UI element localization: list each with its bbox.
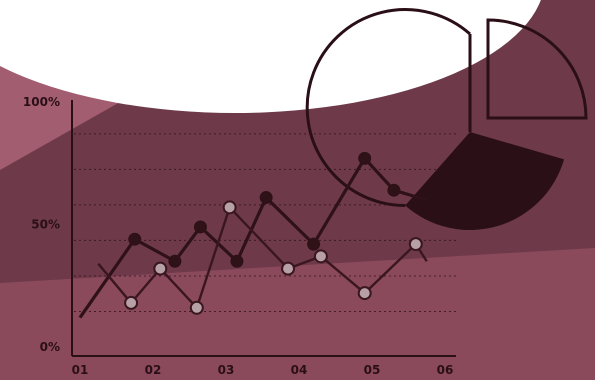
- series-1-point: [230, 254, 244, 268]
- y-tick-labels: 100% 50% 0%: [23, 95, 60, 354]
- y-tick-label: 50%: [31, 218, 60, 232]
- x-tick-labels: 01 02 03 04 05 06: [72, 363, 454, 377]
- series-2-point: [408, 237, 423, 252]
- series-1-point: [358, 151, 372, 165]
- series-1-point: [387, 183, 401, 197]
- x-tick-label: 06: [437, 363, 454, 377]
- pie-chart-icon: [305, 8, 588, 230]
- pie-outline-arc: [305, 8, 471, 208]
- series-2-point: [124, 295, 139, 310]
- x-tick-label: 02: [145, 363, 162, 377]
- x-tick-label: 05: [364, 363, 381, 377]
- series-1-point: [128, 232, 142, 246]
- series-2-point: [281, 261, 296, 276]
- series-2-point: [153, 261, 168, 276]
- series-2-point: [357, 286, 372, 301]
- series-1-point: [193, 220, 207, 234]
- series-line-2: [97, 206, 428, 309]
- series-1-point: [168, 254, 182, 268]
- series-2-point: [313, 249, 328, 264]
- series-2-point: [222, 200, 237, 215]
- series-1-point: [259, 191, 273, 205]
- x-tick-label: 01: [72, 363, 89, 377]
- background-band-lower: [0, 248, 595, 380]
- pie-slice-dark: [405, 132, 565, 230]
- y-tick-label: 0%: [40, 340, 60, 354]
- y-tick-label: 100%: [23, 95, 60, 109]
- x-tick-label: 04: [291, 363, 308, 377]
- pie-slice-exploded: [486, 18, 588, 120]
- series-1-point: [307, 237, 321, 251]
- series-2-point: [189, 300, 204, 315]
- grid-lines: [74, 133, 456, 312]
- white-circle: [0, 0, 541, 113]
- x-tick-label: 03: [218, 363, 235, 377]
- series-layer: [78, 151, 428, 319]
